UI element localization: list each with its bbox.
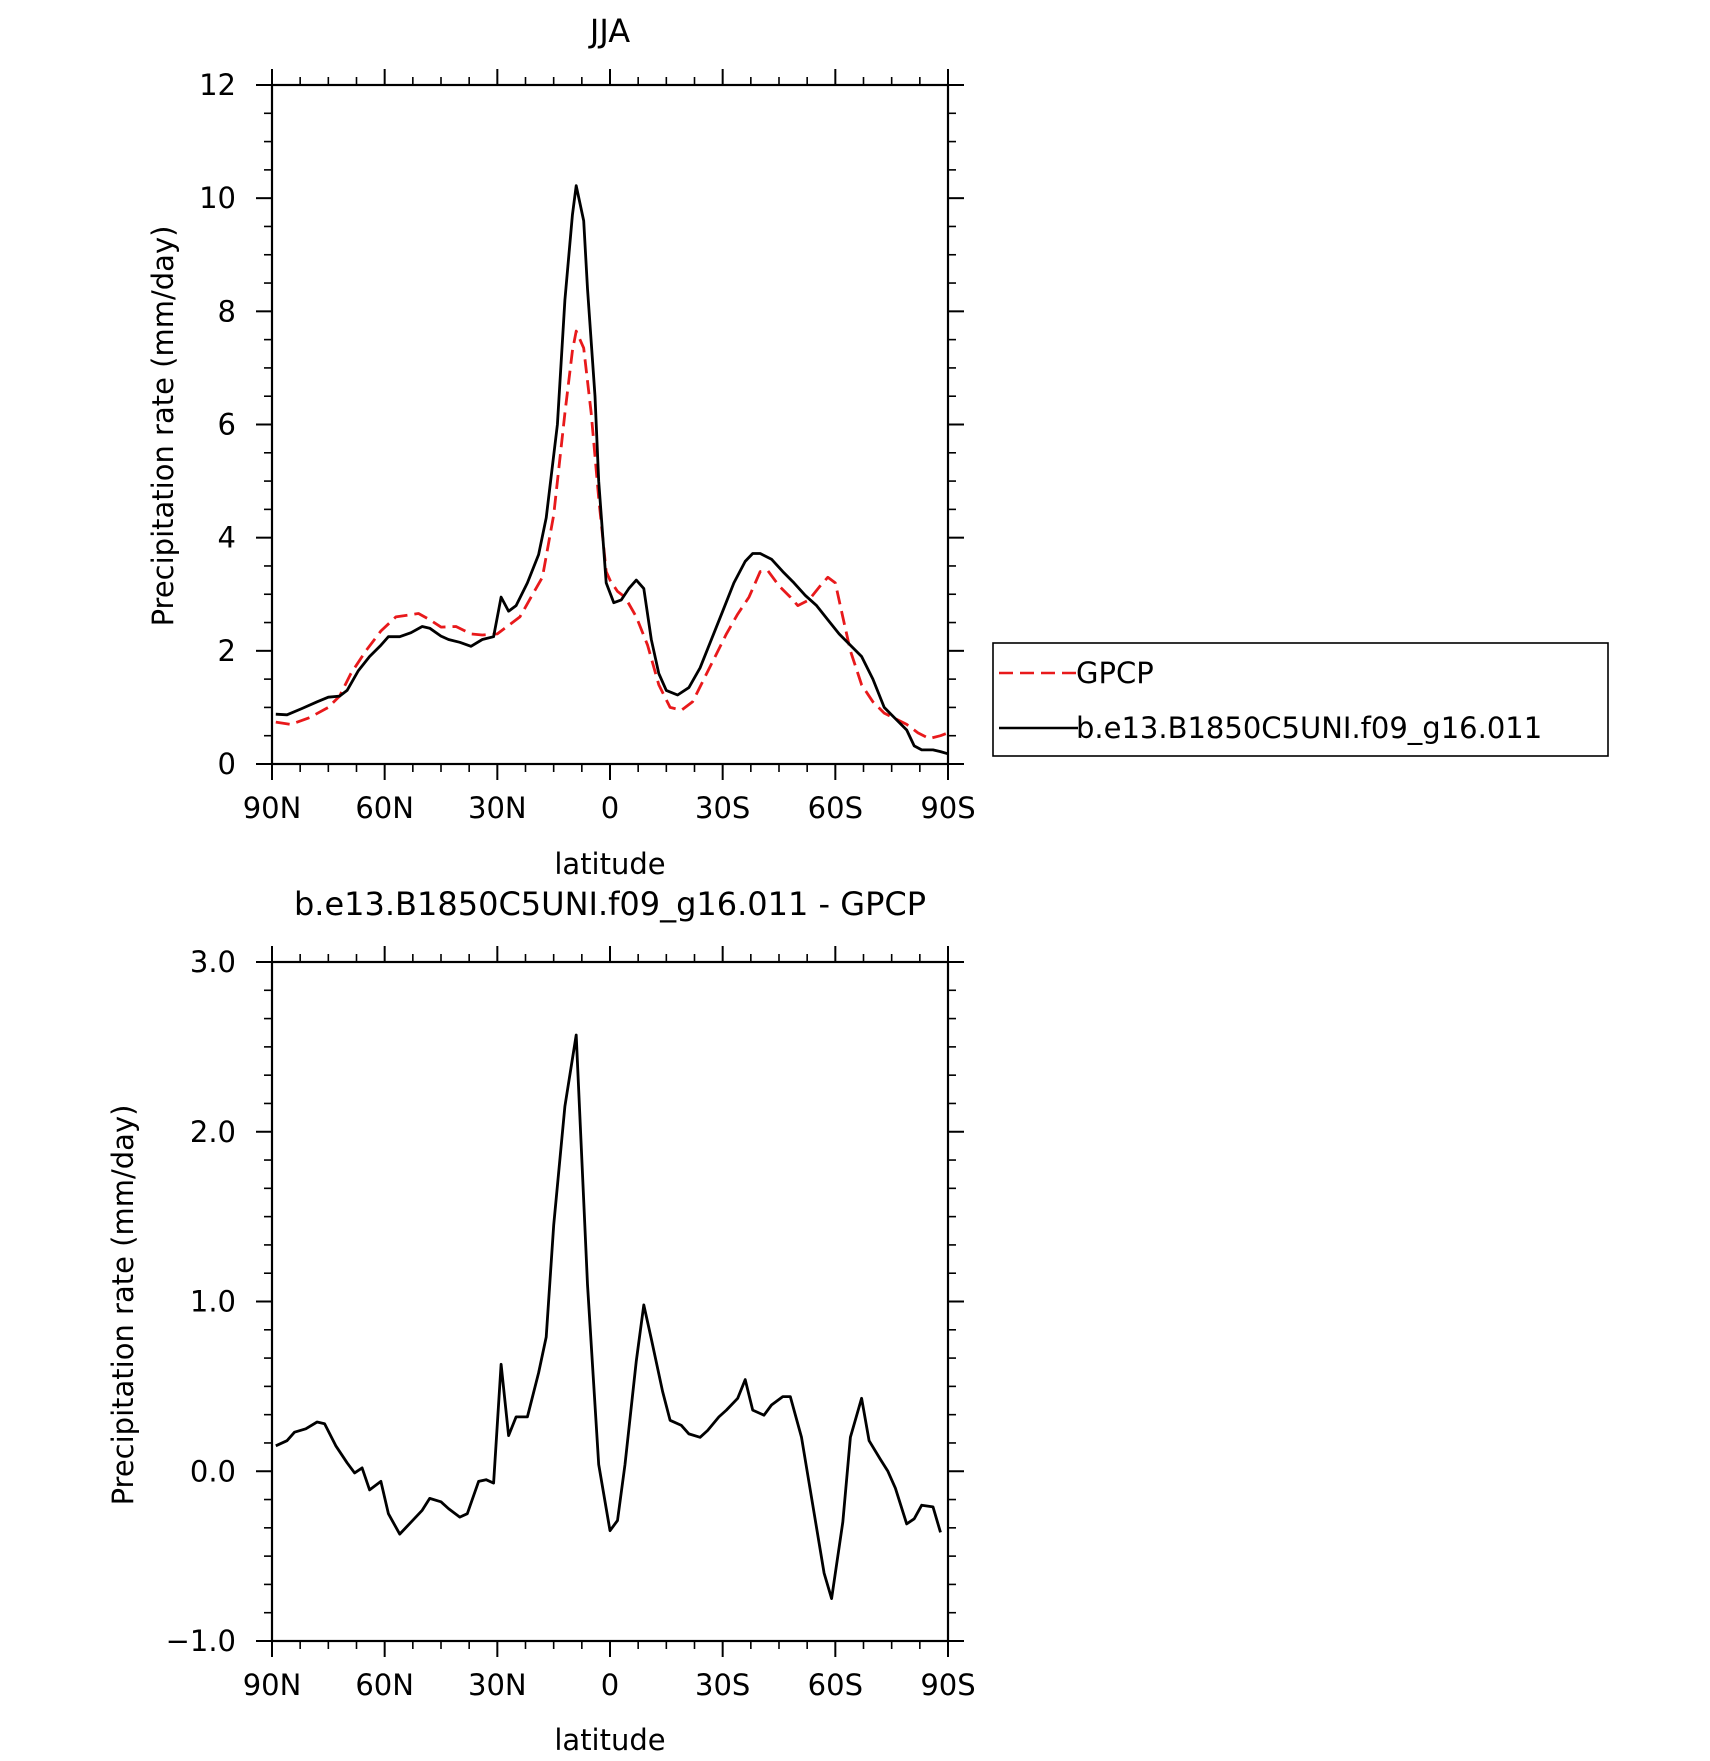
y-tick-label: 8 [218, 294, 236, 328]
y-tick-label: 12 [199, 68, 236, 102]
y-tick-label: 3.0 [190, 945, 236, 979]
y-tick-label: 0.0 [190, 1454, 236, 1488]
series-line-difference [275, 1033, 942, 1600]
x-tick-label: 90N [243, 1668, 302, 1702]
y-tick-label: 2.0 [190, 1115, 236, 1149]
x-tick-label: 60N [355, 791, 414, 825]
top-panel-plot-area: 90N 60N 30N 0 30S 60S 90S 0 2 4 6 8 10 12 [199, 68, 976, 825]
y-tick-label: 6 [218, 408, 236, 442]
legend-box [992, 642, 1609, 757]
x-tick-label: 60N [355, 1668, 414, 1702]
x-tick-label: 60S [808, 1668, 863, 1702]
top-panel-jja-zonal-mean: JJA 90N 60N 30N 0 30S 60S 90S 0 2 4 6 8 10 12 latitud… [146, 12, 976, 881]
x-tick-label: 90N [243, 791, 302, 825]
bottom-panel-title: b.e13.B1850C5UNI.f09_g16.011 - GPCP [294, 885, 926, 923]
x-tick-label: 30S [695, 791, 750, 825]
top-panel-title: JJA [588, 12, 630, 50]
legend-label-gpcp: GPCP [1076, 656, 1154, 690]
top-panel-y-axis-title: Precipitation rate (mm/day) [146, 226, 180, 627]
y-tick-label: 0 [218, 747, 236, 781]
bottom-panel-difference: b.e13.B1850C5UNI.f09_g16.011 - GPCP 90N 6… [106, 885, 976, 1757]
bottom-panel-x-axis-title: latitude [554, 1723, 665, 1756]
x-tick-label: 90S [920, 1668, 975, 1702]
y-tick-label: 10 [199, 181, 236, 215]
x-tick-label: 30S [695, 1668, 750, 1702]
y-tick-label: 4 [218, 521, 236, 555]
y-tick-label: 1.0 [190, 1285, 236, 1319]
x-tick-label: 30N [468, 1668, 527, 1702]
x-tick-label: 0 [601, 1668, 619, 1702]
legend: GPCP b.e13.B1850C5UNI.f09_g16.011 [992, 642, 1609, 757]
series-line-gpcp [275, 329, 949, 740]
x-tick-label: 90S [920, 791, 975, 825]
x-tick-label: 0 [601, 791, 619, 825]
top-panel-x-axis-title: latitude [554, 847, 665, 881]
series-line-b-e13-b1850c5uni-f09-g16-011 [275, 184, 949, 756]
bottom-panel-plot-area: 90N 60N 30N 0 30S 60S 90S −1.0 0.0 1.0 2.0 3.0 [166, 945, 976, 1702]
y-tick-label: −1.0 [166, 1624, 236, 1658]
x-tick-label: 30N [468, 791, 527, 825]
legend-label-model: b.e13.B1850C5UNI.f09_g16.011 [1076, 711, 1542, 745]
y-tick-label: 2 [218, 634, 236, 668]
bottom-panel-y-axis-title: Precipitation rate (mm/day) [106, 1105, 140, 1506]
x-tick-label: 60S [808, 791, 863, 825]
